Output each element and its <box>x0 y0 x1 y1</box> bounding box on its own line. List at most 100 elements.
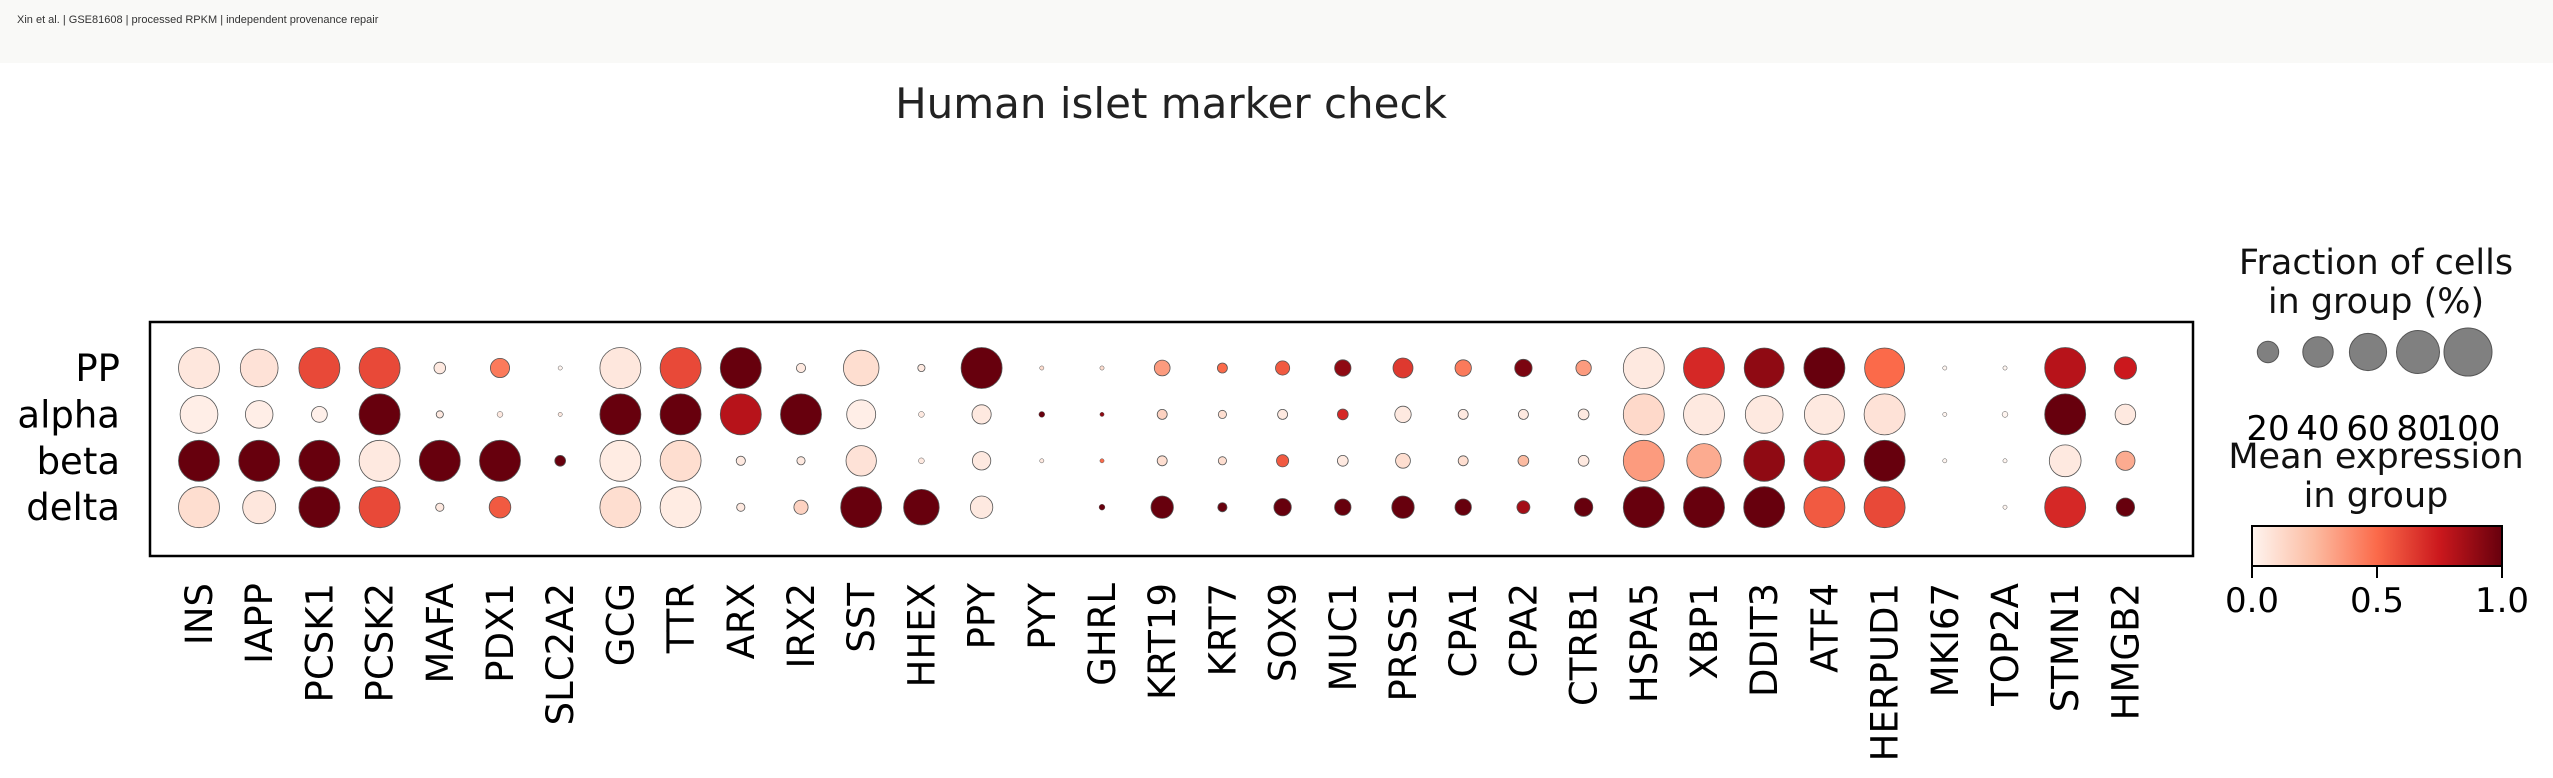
dot-PP-STMN1 <box>2044 347 2087 389</box>
dot-delta-PPY <box>969 495 994 519</box>
dot-alpha-HSPA5 <box>1622 393 1665 436</box>
size-legend-dot-60 <box>2348 332 2388 372</box>
dot-alpha-XBP1 <box>1683 393 1725 436</box>
dot-beta-MAFA <box>418 439 461 482</box>
dot-PP-GHRL <box>1099 365 1105 371</box>
dot-PP-MUC1 <box>1334 359 1352 377</box>
dot-beta-PCSK1 <box>298 439 341 482</box>
dot-PP-PCSK1 <box>298 347 341 389</box>
dot-beta-XBP1 <box>1686 443 1722 479</box>
size-legend-dot-20 <box>2256 340 2280 364</box>
dot-PP-ATF4 <box>1803 347 1846 389</box>
col-label-HHEX: HHEX <box>900 583 943 687</box>
dot-delta-SOX9 <box>1273 498 1292 517</box>
colorbar-tick-label-0.5: 0.5 <box>2350 581 2404 621</box>
dot-PP-TOP2A <box>2002 365 2008 371</box>
col-label-DDIT3: DDIT3 <box>1743 583 1786 697</box>
dot-delta-HSPA5 <box>1622 486 1665 529</box>
dot-delta-CTRB1 <box>1574 497 1594 517</box>
row-label-delta: delta <box>26 486 120 529</box>
dot-beta-SST <box>845 445 877 477</box>
dot-beta-PPY <box>971 451 992 471</box>
dot-beta-STMN1 <box>2048 444 2082 478</box>
dot-alpha-PPY <box>971 404 992 425</box>
col-label-GHRL: GHRL <box>1081 583 1124 686</box>
col-label-CPA2: CPA2 <box>1502 583 1545 678</box>
dot-PP-HERPUD1 <box>1864 347 1905 389</box>
row-label-PP: PP <box>75 347 120 390</box>
dot-PP-PRSS1 <box>1392 357 1414 379</box>
dot-beta-ATF4 <box>1803 439 1846 482</box>
dot-beta-PCSK2 <box>358 439 401 482</box>
dot-alpha-SLC2A2 <box>557 412 563 417</box>
col-label-PRSS1: PRSS1 <box>1382 583 1425 702</box>
dot-alpha-STMN1 <box>2044 393 2087 436</box>
col-label-IAPP: IAPP <box>238 583 281 664</box>
dot-alpha-MKI67 <box>1942 412 1948 417</box>
colorbar-tick-label-0.0: 0.0 <box>2225 581 2279 621</box>
col-label-SST: SST <box>840 583 883 653</box>
dot-beta-DDIT3 <box>1743 439 1786 482</box>
dot-beta-MUC1 <box>1337 454 1349 467</box>
dot-delta-ATF4 <box>1803 486 1846 529</box>
dot-PP-SOX9 <box>1275 360 1291 376</box>
dot-beta-GCG <box>599 439 642 482</box>
col-label-CPA1: CPA1 <box>1442 583 1485 678</box>
dot-delta-TOP2A <box>2002 504 2008 510</box>
dot-PP-HMGB2 <box>2113 356 2137 380</box>
dot-PP-INS <box>178 347 220 389</box>
row-label-beta: beta <box>37 440 120 483</box>
col-label-HMGB2: HMGB2 <box>2104 583 2147 720</box>
dot-beta-KRT19 <box>1156 455 1168 467</box>
dot-beta-ARX <box>735 455 746 466</box>
col-label-PPY: PPY <box>961 583 1004 650</box>
dot-beta-CPA1 <box>1457 455 1469 467</box>
dot-alpha-IAPP <box>245 400 274 429</box>
dot-delta-MAFA <box>435 502 445 512</box>
dot-beta-MKI67 <box>1942 458 1948 464</box>
dot-alpha-SOX9 <box>1277 408 1288 420</box>
dot-delta-PRSS1 <box>1391 495 1415 519</box>
dot-alpha-CPA2 <box>1518 408 1529 420</box>
dot-PP-SLC2A2 <box>557 365 563 371</box>
dot-beta-HMGB2 <box>2115 450 2136 471</box>
dot-beta-IAPP <box>238 439 281 482</box>
col-label-KRT7: KRT7 <box>1201 583 1244 676</box>
dot-beta-CTRB1 <box>1577 454 1590 467</box>
col-label-XBP1: XBP1 <box>1683 583 1726 680</box>
dot-alpha-HERPUD1 <box>1863 393 1906 436</box>
chart-title: Human islet marker check <box>895 79 1448 128</box>
colorbar <box>2251 525 2503 567</box>
dot-PP-PCSK2 <box>358 347 401 389</box>
dot-beta-HERPUD1 <box>1863 439 1906 482</box>
dot-alpha-PCSK1 <box>311 406 328 423</box>
dot-PP-DDIT3 <box>1743 347 1785 389</box>
dot-PP-CTRB1 <box>1575 359 1592 377</box>
col-label-SOX9: SOX9 <box>1262 583 1305 682</box>
dot-beta-HHEX <box>918 457 925 464</box>
dot-PP-CPA2 <box>1514 358 1533 378</box>
col-label-HERPUD1: HERPUD1 <box>1864 583 1907 761</box>
color-legend-title-1: Mean expression <box>2228 437 2523 477</box>
dot-alpha-PDX1 <box>496 411 504 418</box>
dot-PP-KRT19 <box>1153 359 1171 377</box>
dot-PP-HHEX <box>917 363 926 372</box>
size-legend-dot-80 <box>2396 330 2440 374</box>
dot-beta-TTR <box>659 439 702 482</box>
dot-alpha-ATF4 <box>1804 393 1845 435</box>
plot-frame <box>148 320 2195 558</box>
dot-beta-PDX1 <box>479 439 521 482</box>
dot-alpha-DDIT3 <box>1744 395 1784 434</box>
dot-alpha-TOP2A <box>2001 411 2009 418</box>
col-label-ATF4: ATF4 <box>1803 583 1846 673</box>
dot-delta-KRT7 <box>1217 502 1228 513</box>
dot-alpha-PCSK2 <box>358 393 401 436</box>
col-label-KRT19: KRT19 <box>1141 583 1184 700</box>
dot-alpha-MUC1 <box>1337 408 1349 421</box>
dot-PP-PYY <box>1039 365 1045 371</box>
dot-beta-PRSS1 <box>1395 452 1411 469</box>
dot-alpha-HHEX <box>918 411 925 418</box>
dot-beta-PYY <box>1039 458 1045 464</box>
dot-beta-SLC2A2 <box>554 454 566 467</box>
